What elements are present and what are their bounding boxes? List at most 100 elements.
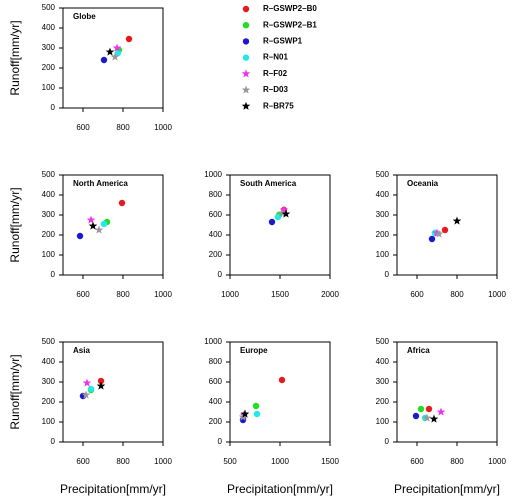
y-tick-label: 400 — [376, 190, 390, 199]
y-tick-label: 100 — [42, 250, 56, 259]
y-tick-label: 1000 — [204, 337, 222, 346]
x-axis-label: Precipitation[mm/yr] — [227, 482, 333, 496]
y-tick-label: 500 — [376, 170, 390, 179]
y-tick-label: 300 — [376, 210, 390, 219]
panel-title: Europe — [240, 346, 268, 355]
plot-frame — [62, 174, 164, 276]
y-tick-label: 200 — [209, 417, 223, 426]
star-marker — [86, 215, 96, 224]
circle-marker — [97, 377, 105, 385]
panel-title: Globe — [73, 12, 96, 21]
y-axis-label: Runoff[mm/yr] — [8, 354, 22, 429]
circle-marker — [100, 220, 108, 228]
legend-label: R–GSWP2–B0 — [263, 4, 317, 13]
legend-label: R–GSWP1 — [263, 37, 303, 46]
x-tick-label: 1000 — [221, 290, 239, 299]
x-tick-label: 800 — [116, 123, 130, 132]
plot-frame — [396, 341, 498, 443]
x-tick-label: 600 — [76, 290, 90, 299]
y-tick-label: 300 — [42, 43, 56, 52]
circle-marker — [274, 213, 282, 221]
y-tick-label: 100 — [42, 83, 56, 92]
y-tick-label: 0 — [385, 270, 390, 279]
circle-marker — [87, 385, 95, 393]
y-tick-label: 0 — [218, 270, 223, 279]
plot-frame — [229, 341, 331, 443]
y-tick-label: 400 — [42, 23, 56, 32]
circle-marker — [242, 38, 250, 45]
star-marker — [434, 229, 444, 238]
star-marker — [281, 209, 291, 218]
circle-marker — [428, 235, 436, 243]
y-tick-label: 0 — [51, 270, 56, 279]
x-tick-label: 600 — [76, 457, 90, 466]
circle-marker — [268, 218, 276, 226]
y-tick-label: 400 — [209, 397, 223, 406]
star-marker — [81, 390, 91, 399]
y-tick-label: 100 — [376, 417, 390, 426]
y-axis-label: Runoff[mm/yr] — [8, 187, 22, 262]
circle-marker — [425, 405, 433, 413]
x-tick-label: 600 — [410, 457, 424, 466]
y-tick-label: 500 — [42, 3, 56, 12]
x-tick-label: 500 — [223, 457, 237, 466]
star-marker — [429, 414, 439, 423]
panel-title: North America — [73, 179, 128, 188]
y-tick-label: 400 — [42, 190, 56, 199]
x-tick-label: 1000 — [488, 457, 506, 466]
y-tick-label: 0 — [51, 103, 56, 112]
star-marker — [82, 378, 92, 387]
panel-title: South America — [240, 179, 297, 188]
x-tick-label: 1000 — [154, 290, 172, 299]
x-tick-label: 2000 — [321, 290, 339, 299]
y-tick-label: 300 — [42, 377, 56, 386]
star-marker — [436, 407, 446, 416]
star-marker — [277, 208, 287, 217]
circle-marker — [242, 22, 250, 29]
star-marker — [452, 216, 462, 225]
star-marker — [105, 47, 115, 56]
x-axis-label: Precipitation[mm/yr] — [394, 482, 500, 496]
star-marker — [94, 225, 104, 234]
y-tick-label: 300 — [376, 377, 390, 386]
circle-marker — [76, 232, 84, 240]
x-axis-label: Precipitation[mm/yr] — [60, 482, 166, 496]
y-tick-label: 500 — [376, 337, 390, 346]
y-tick-label: 100 — [376, 250, 390, 259]
y-tick-label: 600 — [209, 377, 223, 386]
x-tick-label: 1500 — [321, 457, 339, 466]
y-axis-label: Runoff[mm/yr] — [8, 20, 22, 95]
circle-marker — [118, 199, 126, 207]
star-marker — [96, 381, 106, 390]
y-tick-label: 1000 — [204, 170, 222, 179]
legend-label: R–BR75 — [263, 101, 294, 110]
x-tick-label: 1000 — [154, 123, 172, 132]
star-marker — [279, 205, 289, 214]
y-tick-label: 600 — [209, 210, 223, 219]
star-marker — [241, 69, 251, 78]
circle-marker — [278, 376, 286, 384]
panel-title: Africa — [407, 346, 430, 355]
y-tick-label: 100 — [42, 417, 56, 426]
circle-marker — [417, 405, 425, 413]
legend-label: R–GSWP2–B1 — [263, 20, 317, 29]
y-tick-label: 500 — [42, 170, 56, 179]
y-tick-label: 0 — [51, 437, 56, 446]
legend-label: R–F02 — [263, 69, 288, 78]
circle-marker — [242, 5, 250, 13]
circle-marker — [412, 412, 420, 420]
y-tick-label: 400 — [376, 357, 390, 366]
x-tick-label: 800 — [450, 457, 464, 466]
circle-marker — [125, 35, 133, 43]
star-marker — [110, 52, 120, 61]
star-marker — [422, 413, 432, 422]
panel-title: Oceania — [407, 179, 439, 188]
x-tick-label: 800 — [116, 457, 130, 466]
circle-marker — [441, 226, 449, 234]
plot-frame — [229, 174, 331, 276]
panel-title: Asia — [73, 346, 90, 355]
y-tick-label: 800 — [209, 190, 223, 199]
y-tick-label: 200 — [42, 63, 56, 72]
plot-frame — [396, 174, 498, 276]
